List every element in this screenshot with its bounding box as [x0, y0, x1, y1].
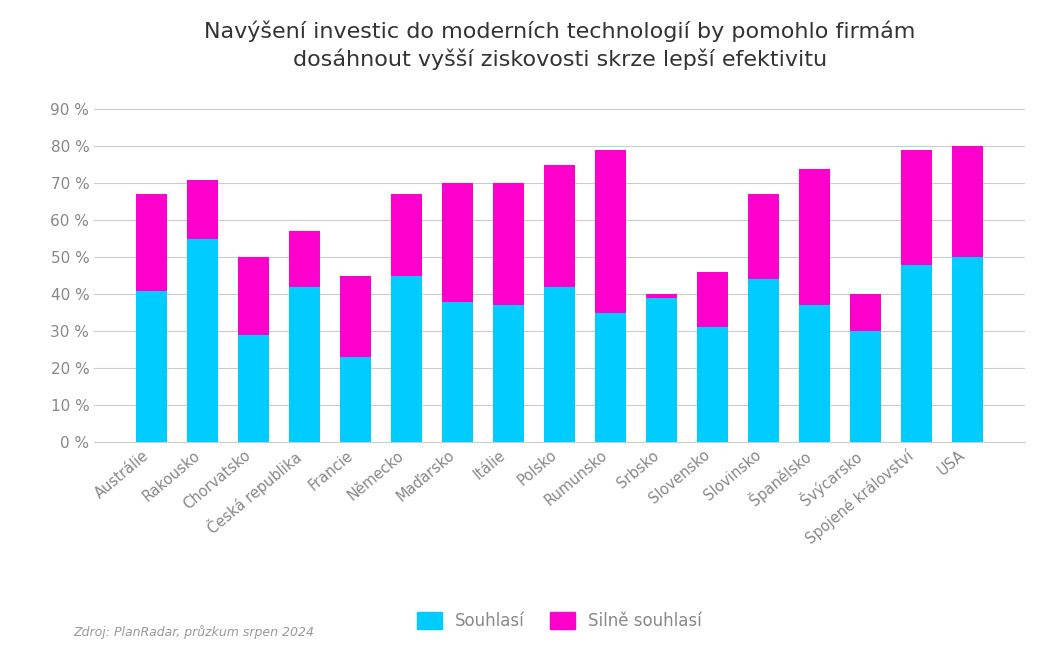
- Bar: [136, 194, 167, 291]
- Bar: [595, 313, 626, 442]
- Bar: [544, 287, 575, 442]
- Bar: [136, 291, 167, 442]
- Title: Navýšení investic do moderních technologií by pomohlo firmám
dosáhnout vyšší zis: Navýšení investic do moderních technolog…: [204, 20, 915, 70]
- Bar: [646, 298, 677, 442]
- Bar: [187, 179, 218, 239]
- Bar: [494, 183, 524, 306]
- Bar: [442, 302, 473, 442]
- Bar: [952, 257, 983, 442]
- Bar: [544, 165, 575, 287]
- Bar: [748, 280, 779, 442]
- Bar: [238, 257, 269, 335]
- Bar: [595, 150, 626, 313]
- Bar: [698, 328, 728, 442]
- Bar: [902, 150, 932, 265]
- Bar: [391, 276, 422, 442]
- Bar: [748, 194, 779, 280]
- Bar: [290, 287, 320, 442]
- Bar: [340, 357, 371, 442]
- Bar: [799, 168, 829, 306]
- Bar: [494, 306, 524, 442]
- Bar: [799, 306, 829, 442]
- Bar: [187, 239, 218, 442]
- Bar: [442, 183, 473, 302]
- Bar: [850, 294, 881, 331]
- Text: Zdroj: PlanRadar, průzkum srpen 2024: Zdroj: PlanRadar, průzkum srpen 2024: [73, 625, 314, 639]
- Bar: [698, 272, 728, 328]
- Bar: [391, 194, 422, 276]
- Bar: [646, 294, 677, 298]
- Legend: Souhlasí, Silně souhlasí: Souhlasí, Silně souhlasí: [417, 612, 702, 630]
- Bar: [850, 331, 881, 442]
- Bar: [952, 146, 983, 257]
- Bar: [902, 265, 932, 442]
- Bar: [340, 276, 371, 357]
- Bar: [290, 231, 320, 287]
- Bar: [238, 335, 269, 442]
